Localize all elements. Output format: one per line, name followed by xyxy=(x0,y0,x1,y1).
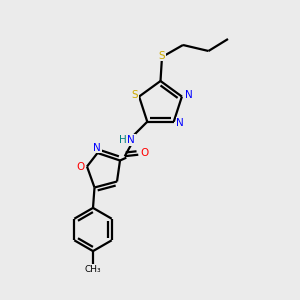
Text: N: N xyxy=(184,90,192,100)
Text: O: O xyxy=(76,161,85,172)
Text: N: N xyxy=(128,135,135,145)
Text: S: S xyxy=(131,90,138,100)
Text: N: N xyxy=(176,118,184,128)
Text: CH₃: CH₃ xyxy=(85,265,101,274)
Text: S: S xyxy=(159,50,165,61)
Text: N: N xyxy=(93,142,101,153)
Text: O: O xyxy=(141,148,149,158)
Text: H: H xyxy=(119,135,127,145)
